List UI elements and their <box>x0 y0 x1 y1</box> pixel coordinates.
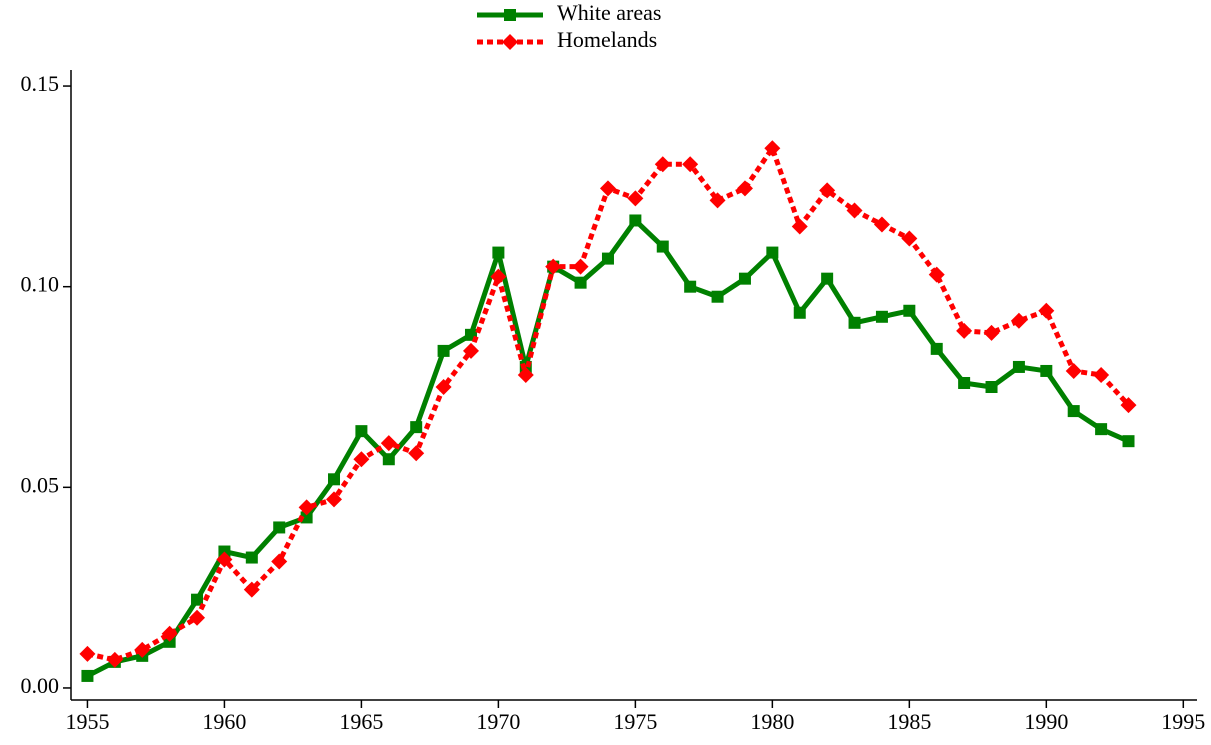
series-marker <box>517 366 534 383</box>
series-marker <box>490 268 507 285</box>
series-marker <box>1095 423 1108 436</box>
series-marker <box>462 342 479 359</box>
series-marker <box>985 381 998 394</box>
series-marker <box>956 322 973 339</box>
series-marker <box>298 499 315 516</box>
series-line <box>86 217 1130 679</box>
series-marker <box>846 202 863 219</box>
series-marker <box>189 609 206 626</box>
legend-marker <box>504 9 516 21</box>
series-marker <box>1010 312 1027 329</box>
series-marker <box>711 290 724 303</box>
series-marker <box>191 593 204 606</box>
series-marker <box>627 190 644 207</box>
series-marker <box>599 180 616 197</box>
series-marker <box>271 553 288 570</box>
series-marker <box>355 425 368 438</box>
x-tick-label: 1975 <box>613 709 657 734</box>
x-tick-label: 1985 <box>887 709 931 734</box>
series-marker <box>791 218 808 235</box>
legend-label: White areas <box>557 0 661 25</box>
series-marker <box>574 276 587 289</box>
series-marker <box>629 214 642 227</box>
y-tick-label: 0.15 <box>21 71 60 96</box>
y-tick-label: 0.10 <box>21 272 60 297</box>
series-marker <box>736 180 753 197</box>
series-marker <box>1067 405 1080 418</box>
series-marker <box>134 641 151 658</box>
series-marker <box>353 451 370 468</box>
series-marker <box>163 635 176 648</box>
series-marker <box>243 581 260 598</box>
y-tick-label: 0.05 <box>21 472 60 497</box>
series-marker <box>709 192 726 209</box>
series-marker <box>821 272 834 285</box>
series-marker <box>819 182 836 199</box>
series-marker <box>873 216 890 233</box>
series-marker <box>273 521 286 534</box>
series-marker <box>328 473 341 486</box>
series-marker <box>161 625 178 642</box>
x-tick-label: 1965 <box>339 709 383 734</box>
series-marker <box>1038 302 1055 319</box>
series-marker <box>437 344 450 357</box>
x-tick-label: 1955 <box>65 709 109 734</box>
x-tick-label: 1960 <box>202 709 246 734</box>
series-marker <box>901 230 918 247</box>
series-marker <box>79 645 96 662</box>
series-marker <box>382 453 395 466</box>
series-marker <box>1040 364 1053 377</box>
series-marker <box>106 651 123 668</box>
series-marker <box>1093 366 1110 383</box>
series-marker <box>435 379 452 396</box>
series-marker <box>930 342 943 355</box>
series-marker <box>81 669 94 682</box>
series-marker <box>738 272 751 285</box>
series-marker <box>766 246 779 259</box>
series-marker <box>928 266 945 283</box>
series-marker <box>408 445 425 462</box>
series-marker <box>601 252 614 265</box>
series-marker <box>793 306 806 319</box>
x-tick-label: 1980 <box>750 709 794 734</box>
series-marker <box>903 304 916 317</box>
series-marker <box>300 511 313 524</box>
series-marker <box>492 246 505 259</box>
series-marker <box>1120 397 1137 414</box>
series-marker <box>654 156 671 173</box>
series-marker <box>1122 435 1135 448</box>
x-tick-label: 1990 <box>1024 709 1068 734</box>
legend-marker <box>502 34 518 50</box>
series-marker <box>656 240 669 253</box>
series-marker <box>682 156 699 173</box>
series-marker <box>326 491 343 508</box>
series-marker <box>216 551 233 568</box>
series-line <box>86 145 1131 663</box>
y-tick-label: 0.00 <box>21 673 60 698</box>
series-marker <box>218 545 231 558</box>
series-marker <box>958 376 971 389</box>
x-tick-label: 1970 <box>476 709 520 734</box>
series-marker <box>245 551 258 564</box>
x-tick-label: 1995 <box>1161 709 1205 734</box>
series-marker <box>572 258 589 275</box>
series-marker <box>764 140 781 157</box>
series-marker <box>1065 362 1082 379</box>
series-marker <box>983 324 1000 341</box>
series-marker <box>380 435 397 452</box>
series-marker <box>684 280 697 293</box>
series-marker <box>1012 360 1025 373</box>
legend-label: Homelands <box>557 27 657 52</box>
series-marker <box>410 421 423 434</box>
series-marker <box>848 316 861 329</box>
series-marker <box>545 258 562 275</box>
series-marker <box>875 310 888 323</box>
